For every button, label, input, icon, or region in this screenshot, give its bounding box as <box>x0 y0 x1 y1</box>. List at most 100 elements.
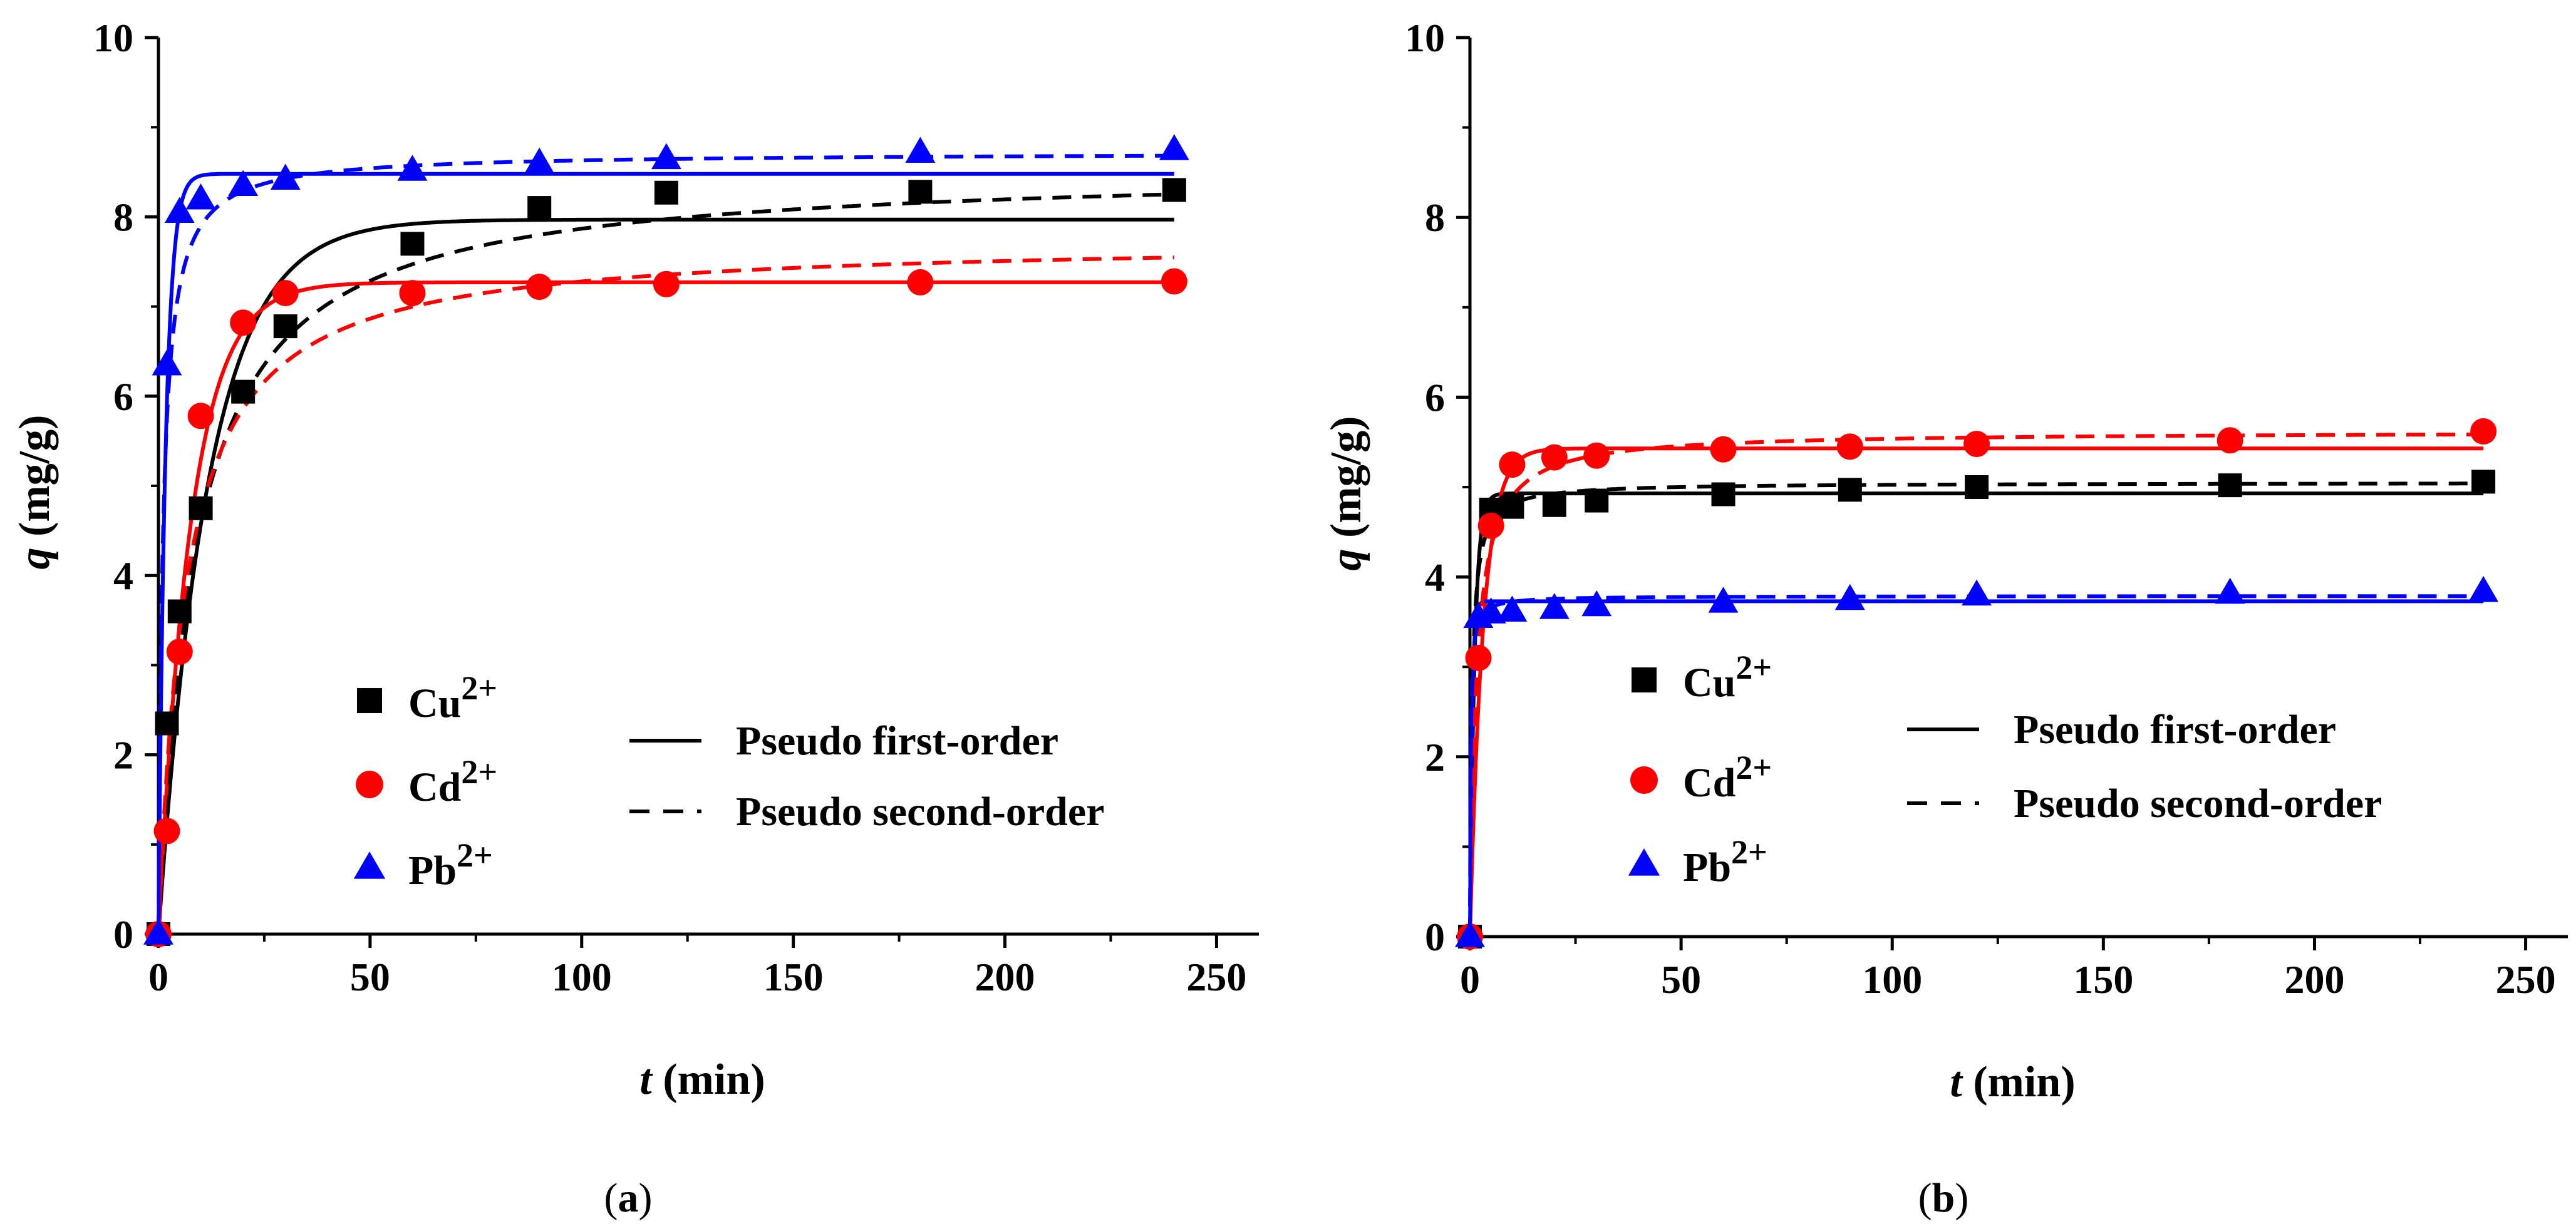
data-point-cu <box>231 379 256 404</box>
data-point-cu <box>1838 478 1862 502</box>
data-point-cd <box>166 638 193 665</box>
fit-first-order-Cd <box>157 280 1174 935</box>
data-point-cd <box>399 280 426 307</box>
data-point-pb <box>2468 575 2499 602</box>
fit-first-order-Pb <box>157 172 1174 935</box>
data-point-cd <box>2470 418 2497 445</box>
x-tick-label: 250 <box>1186 955 1246 999</box>
data-point-cd <box>907 269 934 296</box>
data-point-cd <box>187 403 214 429</box>
data-point-cd <box>1963 431 1990 458</box>
legend-label-second-order: Pseudo second-order <box>2014 781 2382 826</box>
data-point-cu <box>1711 482 1735 507</box>
data-point-cu <box>155 711 179 736</box>
legend-label-second-order: Pseudo second-order <box>736 789 1104 835</box>
data-point-pb <box>1708 587 1739 613</box>
legend-label-pb: Pb2+ <box>408 836 493 893</box>
data-point-pb <box>2215 577 2245 604</box>
y-tick-label: 8 <box>1425 195 1445 240</box>
y-tick-label: 10 <box>93 16 133 60</box>
data-point-pb <box>1834 584 1865 610</box>
data-point-cu <box>1585 488 1609 513</box>
data-point-cd <box>1541 444 1568 471</box>
data-point-cd <box>653 270 680 297</box>
data-point-pb <box>397 155 428 181</box>
data-point-pb <box>1581 590 1612 617</box>
data-point-cd <box>272 280 299 307</box>
data-point-pb <box>1455 921 1485 947</box>
data-point-cu <box>908 180 933 204</box>
data-point-pb <box>1159 134 1189 160</box>
legend-label-cu: Cu2+ <box>1683 649 1772 706</box>
legend-label-first-order: Pseudo first-order <box>736 718 1058 764</box>
data-point-pb <box>524 147 555 174</box>
data-point-cu <box>654 180 678 205</box>
data-point-pb <box>905 136 936 163</box>
data-point-cu <box>1162 178 1186 202</box>
data-point-pb <box>228 170 259 197</box>
x-tick-label: 150 <box>2073 957 2133 1002</box>
legend-marker-cu <box>357 688 382 713</box>
y-tick-label: 10 <box>1405 16 1445 60</box>
data-point-pb <box>152 349 182 376</box>
data-point-pb <box>164 197 195 223</box>
data-point-cu <box>400 232 425 256</box>
x-tick-label: 100 <box>1862 957 1922 1002</box>
chart-panel-a: 0 50 100 150 200 250 0 2 4 6 8 10 t (min) q (mg/g) Cu2… <box>11 16 1259 1221</box>
legend-label-cu: Cu2+ <box>408 669 497 726</box>
legend-marker-cd <box>1630 766 1658 794</box>
data-point-pb <box>143 918 173 945</box>
data-point-pb <box>1962 579 1992 606</box>
x-axis-title: t (min) <box>639 1056 765 1104</box>
data-point-cu <box>273 314 297 339</box>
y-tick-label: 2 <box>113 733 133 778</box>
fit-second-order-Cd <box>1468 432 2484 937</box>
y-axis-title: q (mg/g) <box>1322 416 1370 571</box>
y-tick-label: 4 <box>1425 555 1445 600</box>
x-axis-title: t (min) <box>1950 1058 2075 1106</box>
y-axis-title: q (mg/g) <box>11 415 59 570</box>
y-tick-label: 4 <box>113 553 133 598</box>
data-point-cd <box>1710 436 1737 463</box>
data-point-pb <box>1497 595 1528 622</box>
panel-caption: (b) <box>1918 1175 1969 1221</box>
data-point-pb <box>1476 597 1506 624</box>
x-tick-label: 50 <box>350 955 390 999</box>
legend-label-cd: Cd2+ <box>1683 749 1772 806</box>
data-point-pb <box>1539 593 1570 619</box>
data-point-cu <box>1500 495 1524 519</box>
legend-label-cd: Cd2+ <box>408 753 497 810</box>
data-point-pb <box>185 183 216 210</box>
data-point-cd <box>1499 451 1526 478</box>
data-point-cd <box>1465 644 1492 671</box>
y-tick-label: 0 <box>113 912 133 957</box>
data-point-cd <box>1477 512 1504 539</box>
data-point-cd <box>230 309 257 336</box>
y-tick-label: 8 <box>113 195 133 239</box>
legend-marker-pb <box>353 851 386 879</box>
data-point-cu <box>1965 475 1989 499</box>
data-point-cd <box>526 274 553 301</box>
data-point-cu <box>527 196 552 220</box>
x-tick-label: 0 <box>1460 957 1480 1002</box>
legend-label-pb: Pb2+ <box>1683 833 1767 890</box>
data-point-cu <box>189 496 213 520</box>
x-tick-label: 200 <box>975 955 1035 999</box>
x-tick-label: 100 <box>552 955 612 999</box>
y-tick-label: 2 <box>1425 735 1445 779</box>
data-point-cd <box>153 818 180 845</box>
x-tick-label: 250 <box>2496 957 2556 1002</box>
fit-second-order-Pb <box>1468 594 2484 937</box>
x-tick-label: 150 <box>763 955 824 999</box>
fit-first-order-Pb <box>1468 599 2484 937</box>
data-point-cu <box>1542 493 1566 517</box>
legend-marker-pb <box>1628 848 1660 876</box>
fit-second-order-Cd <box>157 255 1174 935</box>
legend-marker-cd <box>356 771 383 798</box>
data-point-cd <box>1161 268 1187 295</box>
data-point-pb <box>270 163 301 190</box>
fit-first-order-Cu <box>157 217 1174 935</box>
data-point-cd <box>1836 433 1863 460</box>
fit-first-order-Cd <box>1468 446 2484 937</box>
